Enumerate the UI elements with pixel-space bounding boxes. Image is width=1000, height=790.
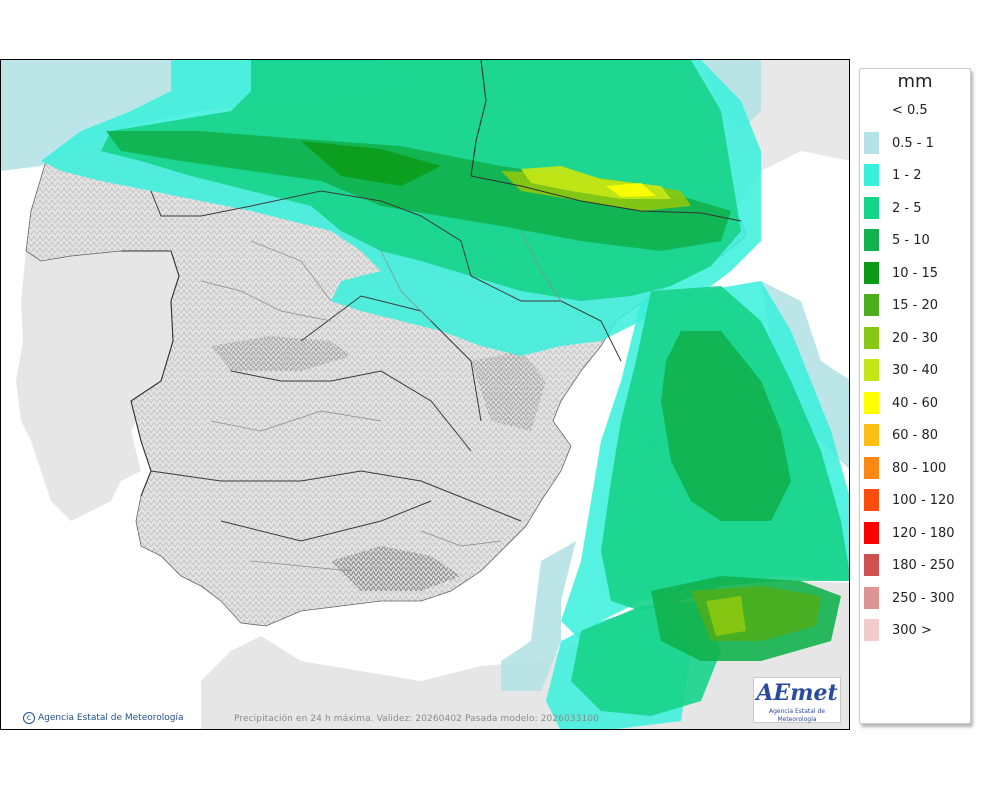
relief-iberian: [471, 351, 546, 431]
legend-swatch: [864, 229, 879, 251]
legend-swatch: [864, 456, 879, 479]
legend-swatch: [864, 521, 879, 544]
legend-swatch: [864, 391, 879, 414]
legend-label: 2 - 5: [892, 200, 922, 216]
legend-item: 40 - 60: [864, 391, 968, 414]
legend-item: 250 - 300: [864, 586, 968, 609]
legend-swatch: [864, 326, 879, 349]
agency-credit: c Agencia Estatal de Meteorología: [23, 712, 184, 724]
legend-swatch: [864, 196, 879, 219]
precipitation-map: c Agencia Estatal de Meteorología Precipi…: [0, 59, 850, 730]
legend-label: 120 - 180: [892, 525, 955, 541]
legend-item: 120 - 180: [864, 521, 968, 544]
legend-label: 180 - 250: [892, 558, 955, 573]
legend-label: 5 - 10: [892, 233, 930, 248]
legend-item: 0.5 - 1: [864, 131, 968, 154]
legend-label: 30 - 40: [892, 363, 939, 378]
legend-item: < 0.5: [864, 99, 968, 121]
legend-label: 60 - 80: [892, 428, 939, 443]
legend-label: 40 - 60: [892, 395, 939, 411]
precip-20-30: [706, 596, 746, 636]
legend-swatch: [864, 554, 879, 576]
legend-swatch: [864, 619, 879, 641]
legend-item: 10 - 15: [864, 261, 968, 284]
precip-pyrenees-40-60: [606, 183, 656, 197]
legend-swatch: [864, 586, 879, 609]
legend-swatch: [864, 131, 879, 154]
legend-item: 80 - 100: [864, 456, 968, 479]
border-france: [470, 60, 742, 222]
precip-5-10-med: [661, 331, 791, 521]
legend-item: 2 - 5: [864, 196, 968, 219]
aemet-logo-wordmark: AEmet: [756, 680, 838, 706]
legend-label: 1 - 2: [892, 168, 922, 183]
legend-label: 100 - 120: [892, 493, 955, 508]
legend-swatch: [864, 359, 879, 381]
border-provinces: [200, 230, 562, 572]
legend-swatch: [864, 261, 879, 284]
legend-item: 60 - 80: [864, 424, 968, 446]
agency-credit-text: Agencia Estatal de Meteorología: [38, 713, 184, 723]
map-canvas: [1, 60, 849, 729]
precip-10-15: [301, 141, 441, 186]
copyright-icon: c: [23, 712, 35, 724]
legend-label: 80 - 100: [892, 460, 947, 476]
relief-central: [211, 336, 351, 371]
aemet-logo-subtitle: Agencia Estatal de Meteorología: [768, 708, 825, 723]
precip-0-5-1-south: [501, 541, 576, 691]
legend-item: 5 - 10: [864, 229, 968, 251]
legend-item: 300 >: [864, 619, 968, 641]
legend-swatch: [864, 99, 879, 121]
legend-item: 1 - 2: [864, 164, 968, 186]
relief-sierra-nevada: [331, 546, 461, 591]
legend-swatch: [864, 489, 879, 511]
legend-swatch: [864, 294, 879, 316]
legend-unit: mm: [897, 71, 933, 92]
legend-label: 15 - 20: [892, 298, 939, 313]
legend-swatch: [864, 424, 879, 446]
legend-label: 0.5 - 1: [892, 135, 934, 151]
legend-item: 180 - 250: [864, 554, 968, 576]
legend-item: 30 - 40: [864, 359, 968, 381]
aemet-logo: AEmet Agencia Estatal de Meteorología: [753, 677, 841, 723]
legend-item: 15 - 20: [864, 294, 968, 316]
land-portugal: [16, 251, 179, 521]
legend-item: 100 - 120: [864, 489, 968, 511]
legend-item: 20 - 30: [864, 326, 968, 349]
precip-5-10-north: [106, 131, 731, 251]
legend-label: 250 - 300: [892, 590, 955, 606]
border-portugal: [121, 250, 180, 497]
legend-label: < 0.5: [892, 103, 928, 118]
validity-caption: Precipitación en 24 h máxima. Validez: 2…: [234, 714, 599, 724]
legend-label: 20 - 30: [892, 330, 939, 346]
precipitation-legend: mm < 0.5 0.5 - 1 1 - 2 2 - 5 5 - 10 10 - 15 15…: [859, 68, 971, 724]
legend-swatch: [864, 164, 879, 186]
legend-label: 10 - 15: [892, 265, 939, 281]
legend-label: 300 >: [892, 623, 932, 638]
